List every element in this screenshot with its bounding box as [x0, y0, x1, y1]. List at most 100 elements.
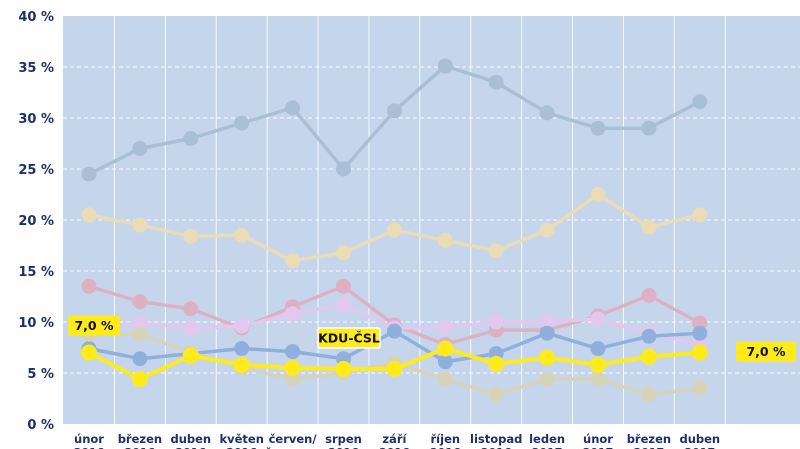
data-point — [437, 340, 454, 357]
y-tick-label: 35 % — [18, 61, 54, 76]
data-point — [488, 314, 504, 330]
data-point — [437, 319, 453, 335]
start-value-label-box — [68, 315, 120, 336]
x-tick-label: listopad — [470, 432, 522, 446]
data-point — [285, 306, 301, 322]
x-tick-label: únor — [74, 432, 104, 446]
series-ano — [81, 58, 708, 182]
data-point — [234, 318, 250, 334]
data-point — [590, 371, 606, 387]
data-point — [336, 245, 351, 261]
x-tick-label: březen — [118, 432, 162, 446]
x-tick-label: březen — [627, 432, 671, 446]
data-point — [488, 243, 504, 259]
data-point — [692, 380, 708, 396]
data-point — [132, 217, 148, 233]
data-point — [234, 227, 250, 243]
data-point — [81, 344, 97, 361]
y-tick-label: 25 % — [18, 163, 54, 178]
x-tick-year: 2016 — [226, 446, 257, 449]
series-name-label: KDU-ČSL — [317, 327, 381, 349]
y-tick-label: 0 % — [27, 418, 54, 433]
data-point — [234, 115, 250, 131]
data-point — [285, 371, 301, 387]
data-point — [335, 360, 352, 377]
data-point — [386, 323, 402, 339]
data-point — [182, 347, 199, 364]
data-point — [437, 232, 453, 248]
data-point — [437, 58, 453, 74]
data-point — [183, 301, 199, 317]
data-point — [386, 222, 402, 238]
start-value-label-text: 7,0 % — [74, 318, 113, 333]
data-point — [488, 386, 504, 402]
data-point — [132, 141, 148, 157]
x-tick-label: srpen — [325, 432, 362, 446]
data-point — [285, 253, 301, 269]
x-tick-label: červen/ — [269, 432, 318, 446]
data-point — [590, 187, 606, 202]
data-point — [641, 386, 657, 402]
y-tick-label: 30 % — [18, 112, 54, 127]
x-tick-year: 2016 — [125, 446, 156, 449]
data-point — [132, 315, 148, 331]
data-point — [539, 105, 555, 121]
data-point — [81, 207, 97, 223]
x-tick-year: 2016 — [175, 446, 206, 449]
data-point — [183, 320, 199, 336]
data-point — [386, 360, 403, 377]
x-tick-label: duben — [679, 432, 720, 446]
x-tick-label: únor — [583, 432, 613, 446]
x-tick-label: říjen — [431, 432, 461, 446]
data-point — [692, 207, 708, 223]
x-tick-year: 2016 — [430, 446, 461, 449]
data-point — [131, 371, 148, 388]
x-tick-year: 2017 — [532, 446, 563, 449]
x-tick-year: červenec — [265, 446, 321, 449]
data-point — [132, 351, 148, 367]
data-point — [539, 222, 555, 238]
data-point — [336, 297, 351, 313]
data-point — [234, 341, 250, 357]
end-value-label: 7,0 % — [736, 341, 796, 362]
data-point — [691, 344, 708, 361]
data-point — [284, 359, 301, 376]
data-point — [539, 349, 556, 366]
data-point — [132, 294, 148, 310]
data-point — [641, 120, 657, 136]
data-point — [233, 356, 250, 373]
data-point — [386, 103, 402, 119]
series--ssd — [81, 187, 708, 269]
x-tick-year: 2016 — [328, 446, 359, 449]
y-tick-label: 10 % — [18, 316, 54, 331]
x-tick-label: květen — [219, 432, 263, 446]
data-point — [336, 161, 351, 177]
data-point — [539, 325, 555, 341]
data-point — [132, 326, 148, 342]
series-name-label-box — [317, 327, 381, 349]
data-point — [641, 328, 657, 344]
x-tick-label: leden — [529, 432, 565, 446]
annotations: 7,0 % 7,0 % KDU-ČSL — [68, 315, 796, 362]
data-point — [285, 100, 301, 116]
x-tick-year: 2017 — [684, 446, 715, 449]
data-point — [336, 278, 351, 294]
x-axis: únor2016březen2016duben2016květen2016čer… — [74, 432, 720, 449]
data-point — [692, 325, 708, 341]
data-point — [590, 311, 606, 327]
end-value-label-box — [736, 341, 796, 362]
data-point — [285, 344, 301, 360]
y-tick-label: 20 % — [18, 214, 54, 229]
data-point — [590, 341, 606, 357]
data-point — [183, 130, 199, 146]
data-point — [692, 94, 708, 110]
y-axis: 0 % 5 % 10 % 15 % 20 % 25 % 30 % 35 % 40 % — [18, 10, 54, 433]
data-point — [81, 278, 97, 294]
data-point — [437, 371, 453, 387]
x-tick-label: září — [382, 432, 407, 446]
y-tick-label: 15 % — [18, 265, 54, 280]
x-tick-year: 2017 — [634, 446, 665, 449]
data-point — [539, 314, 555, 330]
data-point — [437, 354, 453, 370]
